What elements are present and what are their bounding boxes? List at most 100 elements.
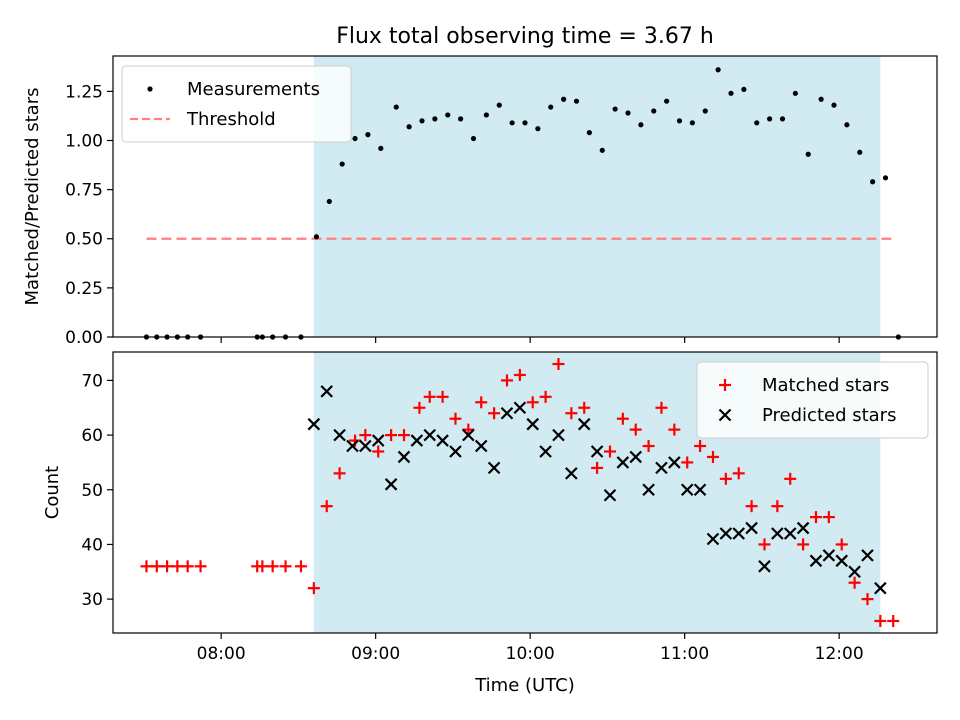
data-point: [449, 445, 462, 458]
data-point: [809, 511, 822, 524]
data-point: [294, 560, 307, 573]
data-point: [458, 116, 464, 122]
data-point: [796, 521, 810, 535]
data-point: [483, 112, 489, 118]
data-point-b: [822, 549, 836, 562]
data-point-b: [745, 521, 758, 535]
data-point: [397, 429, 410, 442]
data-point: [732, 467, 745, 480]
data-point: [693, 483, 707, 497]
data-point-b: [655, 461, 668, 475]
data-point: [513, 401, 527, 415]
data-point-b: [771, 527, 784, 540]
data-point: [822, 511, 835, 524]
y-tick-label: 50: [81, 481, 103, 501]
data-point: [313, 234, 320, 240]
data-point: [393, 104, 399, 110]
data-point: [140, 560, 153, 573]
data-point: [771, 527, 784, 540]
data-point-b: [333, 428, 346, 442]
y-tick-label: 0.50: [65, 230, 103, 250]
data-point: [161, 560, 174, 573]
data-point-b: [680, 483, 694, 497]
legend: Measurements Threshold: [121, 65, 352, 143]
data-point: [616, 456, 630, 469]
data-point: [413, 401, 426, 414]
data-point: [333, 428, 346, 442]
data-point: [655, 401, 668, 414]
y-axis-label: Matched/Predicted stars: [22, 88, 43, 306]
data-point: [488, 407, 501, 420]
data-point-b: [629, 450, 643, 464]
bottom-panel: 30 40 50 60 70 08:00 09:00 10:00 11:00 12:00 Count…: [42, 351, 938, 664]
legend-swatch-b: [718, 408, 732, 422]
y-tick-label: 0.25: [65, 279, 103, 299]
data-point: [150, 560, 163, 573]
data-point: [758, 538, 771, 551]
data-point: [822, 549, 836, 562]
data-point: [719, 527, 733, 540]
data-point: [359, 439, 372, 453]
y-tick-label: 0.00: [65, 328, 103, 348]
data-point: [783, 527, 797, 540]
data-point: [474, 439, 488, 453]
data-point-b: [732, 527, 746, 540]
data-point: [689, 120, 695, 126]
data-point: [857, 149, 863, 155]
data-point: [603, 488, 617, 502]
data-point: [352, 135, 358, 142]
data-point: [385, 429, 398, 442]
data-point: [702, 108, 708, 114]
data-point: [539, 445, 552, 458]
data-point: [771, 500, 784, 513]
data-point: [719, 472, 732, 485]
data-point-b: [449, 445, 462, 458]
data-point: [279, 560, 292, 573]
data-point: [573, 98, 580, 104]
observing-window-span: [313, 56, 881, 337]
data-point-b: [526, 417, 540, 431]
data-point: [664, 98, 670, 104]
data-point: [706, 532, 720, 546]
data-point: [818, 96, 824, 102]
axes-frame: [112, 351, 938, 634]
data-point: [423, 428, 437, 442]
data-point: [475, 396, 488, 409]
data-point: [642, 440, 655, 453]
data-point: [500, 374, 513, 387]
x-tick-label: 08:00: [197, 644, 246, 664]
data-point: [578, 401, 591, 414]
data-point: [831, 102, 837, 108]
data-point: [535, 126, 541, 132]
data-point: [500, 406, 514, 420]
data-point: [552, 428, 565, 442]
data-point: [835, 538, 848, 551]
data-point: [612, 106, 618, 112]
data-point-b: [539, 445, 552, 458]
data-point-b: [462, 428, 475, 442]
data-point-b: [590, 445, 604, 458]
data-point: [797, 538, 810, 551]
data-point: [445, 112, 451, 118]
data-point: [586, 130, 592, 136]
series-predicted-stars: [307, 385, 887, 595]
data-point: [805, 151, 811, 157]
data-point: [513, 368, 526, 381]
data-point-b: [474, 439, 488, 453]
data-point-b: [616, 456, 630, 469]
data-point: [676, 118, 683, 124]
data-point: [565, 407, 578, 420]
y-tick-label: 1.25: [65, 82, 103, 102]
y-tick-label: 60: [81, 426, 103, 446]
data-point-b: [693, 483, 707, 497]
data-point: [423, 390, 436, 403]
data-point: [378, 145, 384, 151]
data-point: [706, 450, 719, 463]
data-point: [419, 118, 425, 124]
data-point: [397, 450, 411, 464]
data-point-b: [796, 521, 810, 535]
series-measurements: [143, 67, 901, 340]
data-point: [496, 102, 502, 108]
data-point: [745, 500, 758, 513]
